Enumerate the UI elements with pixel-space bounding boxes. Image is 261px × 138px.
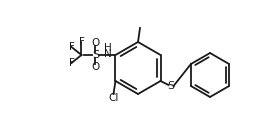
Text: S: S [92, 50, 99, 60]
Text: N: N [104, 49, 111, 59]
Text: O: O [91, 62, 100, 72]
Text: S: S [167, 81, 174, 91]
Text: Cl: Cl [108, 93, 119, 103]
Text: O: O [91, 38, 100, 48]
Text: F: F [79, 37, 84, 47]
Text: H: H [104, 43, 111, 53]
Text: F: F [69, 42, 74, 52]
Text: F: F [69, 58, 74, 68]
